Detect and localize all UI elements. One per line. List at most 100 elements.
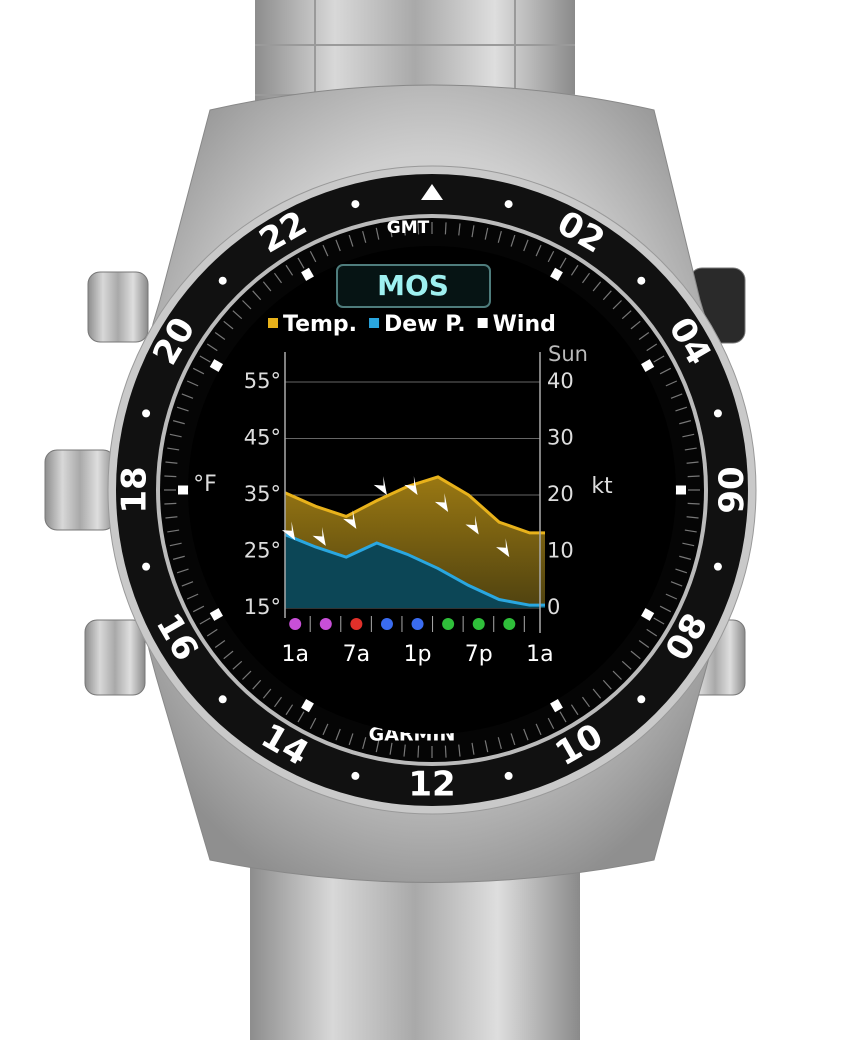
dial-tick (670, 581, 683, 587)
area-fill (285, 534, 545, 608)
dial-tick (510, 733, 516, 746)
wind-arrow (434, 493, 449, 512)
dial-tick (232, 660, 243, 670)
dial-tick (484, 740, 489, 753)
y-tick-label: 45° (244, 426, 281, 450)
dial-tick (547, 250, 555, 263)
legend-label: Wind (493, 312, 556, 337)
dial-tick (675, 406, 688, 412)
dial-top-label: GMT (387, 218, 430, 238)
dial-tick (638, 331, 650, 341)
dial-tick (510, 234, 516, 247)
dial-tick (570, 264, 579, 276)
chart-title: MOS (377, 269, 449, 302)
dial-tick (497, 737, 502, 750)
dial-tick (206, 343, 218, 352)
dial-tick (285, 704, 294, 716)
series-line (284, 533, 545, 607)
dial-tick (484, 227, 489, 240)
day-label: Sun (548, 342, 588, 366)
dial-tick (164, 502, 177, 505)
dial-tick (242, 300, 252, 310)
wind-arrow (496, 538, 510, 558)
y-tick-label: 35° (244, 482, 281, 506)
weather-dot (472, 618, 485, 630)
dial-tick (592, 281, 602, 292)
dial-tick (535, 244, 542, 257)
dial-tick (653, 355, 665, 363)
dial-tick (686, 516, 699, 519)
dial-tick (262, 688, 272, 699)
dial-tick (523, 728, 529, 741)
legend-swatch (477, 318, 488, 328)
dial-tick (214, 639, 226, 649)
y2-tick-label: 10 (547, 539, 574, 563)
bezel-dot (351, 200, 360, 209)
y2-tick-label: 40 (547, 369, 574, 393)
dial-tick (309, 250, 317, 263)
dial-tick (458, 744, 461, 757)
weather-dot (289, 618, 302, 630)
dial-tick (167, 529, 180, 533)
dial-tick (214, 331, 226, 341)
dial-tick (687, 475, 700, 478)
dial-tick (458, 223, 461, 236)
bezel-triangle (421, 184, 443, 200)
dial-tick (670, 393, 683, 399)
dial-tick (675, 568, 688, 574)
dial-tick (285, 264, 294, 276)
bezel-dot (218, 695, 227, 704)
dial-tick (309, 717, 317, 730)
dial-tick (169, 542, 182, 547)
dial-tick (172, 555, 185, 560)
dial-tick (252, 679, 262, 690)
dial-tick (646, 343, 658, 352)
dial-tick (630, 320, 641, 330)
chart: 15° 25° 35° 45° 55° 0 10 20 30 40 1a 7a 1p 7p 1a Temp. D… (244, 312, 574, 667)
dial-tick (679, 555, 692, 560)
dial-tick (665, 593, 678, 600)
dial-tick (176, 406, 189, 412)
wind-arrow (281, 521, 296, 541)
weather-dot (411, 618, 424, 630)
dial-tick (612, 670, 622, 680)
dial-tick (497, 230, 502, 243)
dial-tick (535, 723, 542, 736)
legend-swatch (369, 318, 380, 328)
x-tick-label: 7a (343, 642, 370, 667)
dial-tick (581, 696, 591, 708)
dial-tick (621, 660, 632, 670)
dial-tick (348, 733, 354, 746)
bezel-dot (637, 276, 646, 285)
bezel-dot (218, 276, 227, 285)
dial-tick (181, 393, 194, 399)
x-tick-label: 1p (404, 642, 432, 667)
dial-tick (322, 244, 329, 257)
dial-tick (375, 740, 380, 753)
dial-tick (679, 420, 692, 425)
dial-tick (646, 628, 658, 637)
dial-tick (686, 461, 699, 464)
dial-tick (403, 223, 406, 236)
dial-tick (186, 593, 199, 600)
dial-tick (684, 529, 697, 533)
dial-tick (471, 742, 475, 755)
title-box (336, 264, 491, 308)
series-line (284, 475, 545, 535)
dial-tick (262, 281, 272, 292)
bezel-dot (504, 200, 513, 209)
dial-tick (602, 679, 612, 690)
dial-tick (164, 475, 177, 478)
wind-arrow (373, 476, 387, 495)
dial-tick (165, 461, 178, 464)
x-tick-label: 1a (526, 642, 553, 667)
dial-tick (444, 222, 447, 235)
y2-tick-label: 20 (547, 482, 574, 506)
bezel-dot (142, 409, 151, 418)
bezel-number: 12 (408, 765, 455, 805)
dial-tick (523, 239, 529, 252)
y-axis-label: °F (193, 472, 217, 497)
wind-arrow (404, 476, 418, 496)
dial-tick (199, 617, 211, 625)
